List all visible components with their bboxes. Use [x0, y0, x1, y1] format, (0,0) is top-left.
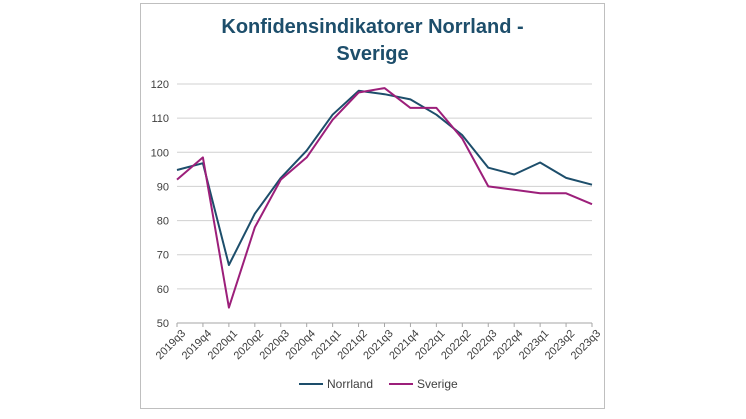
series-line-norrland [176, 89, 593, 266]
series-line-sverige [176, 87, 593, 309]
chart-frame: Konfidensindikatorer Norrland - Sverige … [140, 3, 605, 409]
y-tick-label: 60 [157, 284, 169, 296]
legend-label-sverige: Sverige [417, 377, 458, 391]
chart-title: Konfidensindikatorer Norrland - Sverige [141, 14, 604, 68]
y-tick-label: 110 [151, 113, 169, 125]
y-tick-label: 90 [157, 181, 169, 193]
chart-title-line-2: Sverige [336, 43, 409, 65]
y-tick-label: 80 [157, 216, 169, 228]
legend-label-norrland: Norrland [327, 377, 373, 391]
chart-title-line-1: Konfidensindikatorer Norrland - [221, 16, 524, 38]
y-tick-label: 120 [151, 79, 169, 91]
y-tick-label: 70 [157, 250, 169, 262]
y-tick-label: 100 [151, 147, 169, 159]
y-tick-label: 50 [157, 318, 169, 330]
